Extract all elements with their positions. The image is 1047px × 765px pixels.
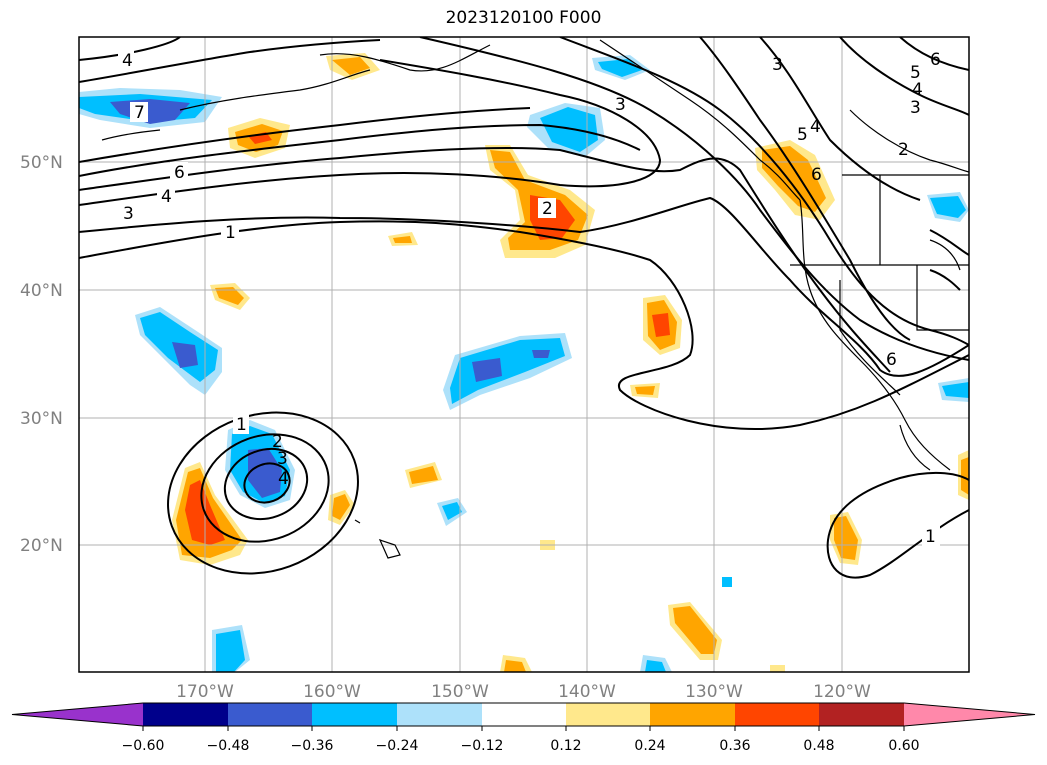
contour-label: 6 [886, 350, 897, 370]
shaded-fields [79, 53, 969, 672]
colorbar: −0.60 −0.48 −0.36 −0.24 −0.12 0.12 0.24 0.36 0.4… [11, 702, 1036, 754]
contour-label: 3 [772, 55, 783, 75]
contour-label: 4 [122, 51, 133, 71]
contour-label: 3 [277, 449, 288, 469]
colorbar-tick-label: 0.60 [888, 738, 919, 754]
contour-label: 5 [910, 63, 921, 83]
lon-label: 170°W [176, 682, 234, 702]
lon-label: 160°W [303, 682, 361, 702]
contour-label: 2 [898, 140, 909, 160]
colorbar-tick-label: −0.48 [207, 738, 250, 754]
contour-label-group: 4 7 6 4 3 1 2 3 3 5 4 5 6 4 3 2 6 6 1 2 … [118, 50, 941, 547]
lon-label: 150°W [431, 682, 489, 702]
lon-label: 120°W [813, 682, 871, 702]
colorbar-extend-min [12, 703, 143, 726]
colorbar-swatch [482, 703, 566, 726]
colorbar-tick-label: 0.36 [719, 738, 750, 754]
colorbar-swatch [819, 703, 904, 726]
contour-label: 3 [615, 95, 626, 115]
contour-label: 1 [925, 527, 936, 547]
colorbar-tick-label: −0.24 [376, 738, 419, 754]
contour-label: 1 [225, 223, 236, 243]
contour-label: 6 [930, 50, 941, 70]
colorbar-tick-label: 0.48 [803, 738, 834, 754]
colorbar-tick-label: −0.12 [461, 738, 504, 754]
contour-label: 2 [542, 199, 553, 219]
longitude-labels: 170°W 160°W 150°W 140°W 130°W 120°W [176, 682, 871, 702]
lat-label: 40°N [20, 281, 63, 301]
lat-label: 50°N [20, 153, 63, 173]
lon-label: 140°W [558, 682, 616, 702]
colorbar-swatch [566, 703, 650, 726]
map-frame [78, 36, 970, 673]
colorbar-tick-label: −0.36 [291, 738, 334, 754]
contour-label: 2 [272, 432, 283, 452]
contour-label: 7 [134, 103, 145, 123]
colorbar-tick-label: 0.12 [550, 738, 581, 754]
colorbar-swatch [143, 703, 228, 726]
colorbar-tick-label: 0.24 [634, 738, 665, 754]
latitude-labels: 50°N 40°N 30°N 20°N [20, 153, 63, 556]
contour-label: 6 [811, 165, 822, 185]
contour-label: 3 [123, 204, 134, 224]
contour-label: 4 [810, 117, 821, 137]
contour-label: 3 [910, 98, 921, 118]
colorbar-swatch [228, 703, 312, 726]
colorbar-extend-max [904, 703, 1035, 726]
contour-label: 6 [174, 163, 185, 183]
colorbar-swatch [312, 703, 397, 726]
contour-label: 4 [161, 187, 172, 207]
colorbar-tick-label: −0.60 [122, 738, 165, 754]
map-title: 2023120100 F000 [445, 8, 602, 28]
colorbar-swatch [735, 703, 819, 726]
contour-label: 5 [797, 125, 808, 145]
coastlines [101, 39, 969, 559]
grid-lines [79, 37, 969, 672]
lat-label: 20°N [20, 536, 63, 556]
lat-label: 30°N [20, 409, 63, 429]
contour-label: 4 [912, 80, 923, 100]
contour-label: 4 [278, 469, 289, 489]
colorbar-swatch [650, 703, 735, 726]
contour-label: 1 [236, 415, 247, 435]
colorbar-swatch [397, 703, 482, 726]
lon-label: 130°W [685, 682, 743, 702]
